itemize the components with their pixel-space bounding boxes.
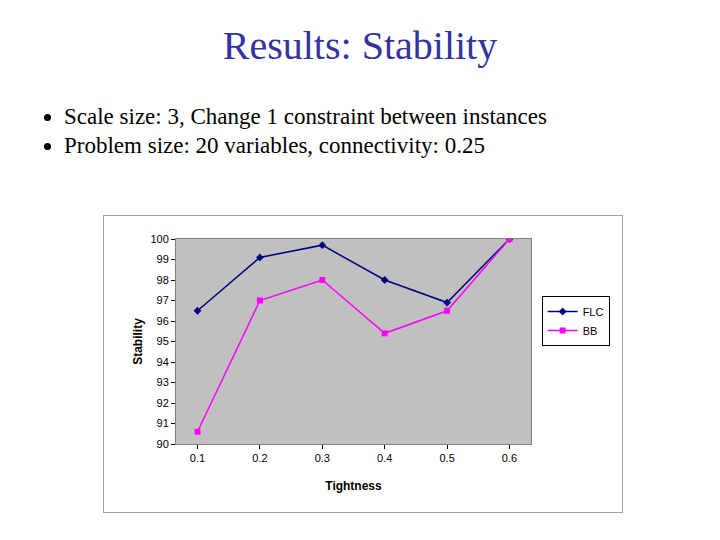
- svg-text:94: 94: [157, 356, 169, 368]
- html-text:Results: Stability: Results: Stability: [222, 23, 498, 68]
- svg-text:Tightness: Tightness: [325, 479, 382, 493]
- svg-text:0.6: 0.6: [502, 452, 517, 464]
- svg-text:0.5: 0.5: [439, 452, 454, 464]
- svg-text:0.1: 0.1: [190, 452, 205, 464]
- svg-text:Stability: Stability: [131, 318, 145, 365]
- svg-text:96: 96: [157, 315, 169, 327]
- svg-text:97: 97: [157, 294, 169, 306]
- html-text:Scale size: 3, Change 1 constr: Scale size: 3, Change 1 constraint betwe…: [64, 104, 547, 129]
- svg-text:100: 100: [150, 233, 168, 245]
- svg-text:93: 93: [157, 376, 169, 388]
- svg-text:98: 98: [157, 274, 169, 286]
- svg-text:0.2: 0.2: [252, 452, 267, 464]
- svg-text:90: 90: [157, 438, 169, 450]
- svg-text:99: 99: [157, 253, 169, 265]
- svg-text:FLC: FLC: [583, 306, 604, 318]
- svg-text:0.3: 0.3: [315, 452, 330, 464]
- html-text:Problem size: 20 variables, co: Problem size: 20 variables, connectivity…: [64, 133, 485, 158]
- svg-text:91: 91: [157, 417, 169, 429]
- svg-text:0.4: 0.4: [377, 452, 392, 464]
- svg-text:92: 92: [157, 397, 169, 409]
- svg-text:BB: BB: [583, 325, 598, 337]
- svg-text:95: 95: [157, 335, 169, 347]
